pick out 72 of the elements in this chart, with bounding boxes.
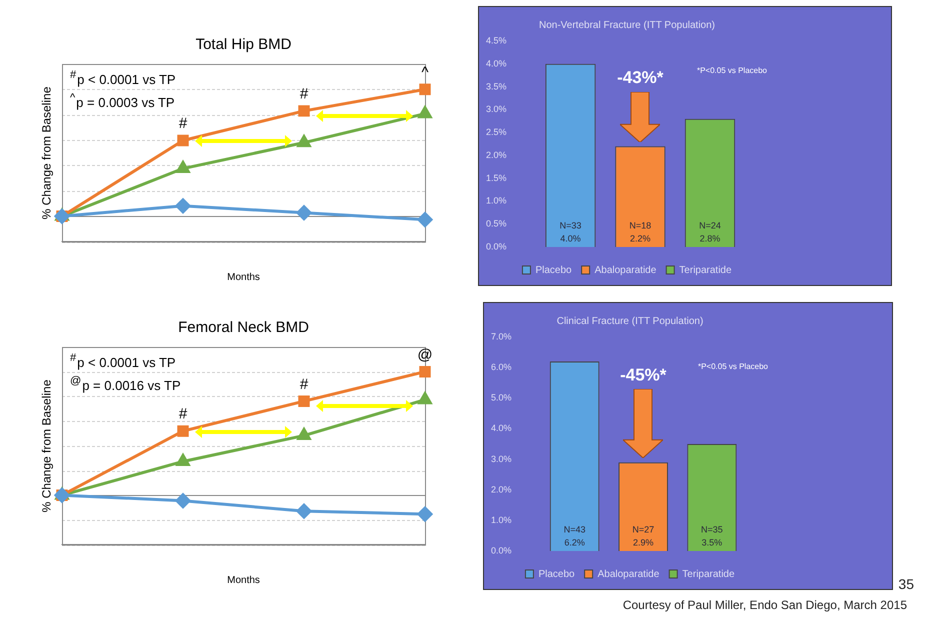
data-label: N=43 6.2% [564,524,586,548]
annotation: @ [417,346,433,364]
y-tick-label: 4.5% [486,35,507,46]
point [418,106,432,118]
point [177,425,189,437]
y-tick-label: 3.0% [486,104,507,114]
y-tick-label: 1.0% [486,196,507,206]
y-tick-label: 5.0% [491,392,512,403]
legend-label: Placebo [535,264,572,276]
y-tick-label: 0.0% [486,241,507,252]
annotation: ^p = 0.0003 vs TP [70,92,175,110]
annotation: -43%* [617,68,664,88]
y-tick-label: 1.0% [491,514,512,525]
point [297,428,311,440]
annotation: # [300,376,309,393]
chart-title: Clinical Fracture (ITT Population) [556,316,704,327]
legend-label: Placebo [538,568,576,580]
y-tick-label: 2.0% [491,484,512,494]
point [298,395,310,407]
annotation: @p = 0.0016 vs TP [70,375,181,393]
annotation: *P<0.05 vs Placebo [696,66,768,76]
annotation: ^ [421,64,429,82]
y-tick-label: 0.0% [491,545,512,556]
annotation: # [300,86,309,103]
point [176,161,190,174]
y-tick-label: 3.0% [491,454,512,464]
annotation: # [178,115,188,132]
annotation: *P<0.05 vs Placebo [698,362,769,372]
point [176,493,190,508]
y-tick-label: 4.0% [491,423,512,434]
text: Courtesy of Paul Miller, Endo San Diego, March 2015 [622,598,907,612]
point [418,212,432,228]
text: #p < 0.0001 vs TP [70,69,176,87]
y-tick-label: 2.0% [486,150,507,160]
y-tick-label: 3.5% [486,81,507,92]
point [296,504,312,519]
point [177,134,189,146]
y-tick-label: 4.0% [486,58,507,68]
data-label: N=27 2.9% [632,524,654,548]
data-label: N=33 4.0% [560,220,582,244]
point [298,105,310,117]
text: 35 [898,576,914,592]
y-tick-label: 7.0% [491,331,512,342]
x-axis-title: Months [227,272,260,283]
point [419,84,431,96]
x-axis-title: Months [227,574,260,586]
y-tick-label: 0.5% [486,218,507,229]
y-axis-title: % Change from Baseline [40,86,54,220]
chart-title: Femoral Neck BMD [178,319,310,336]
data-label: N=18 2.2% [629,220,652,244]
point [418,506,432,522]
point [419,366,431,378]
legend-label: Abaloparatide [594,264,657,276]
point [296,205,312,220]
legend-label: Teriparatide [682,568,735,580]
y-tick-label: 1.5% [486,172,507,183]
y-tick-label: 2.5% [486,127,507,138]
y-axis-title: % Change from Baseline [40,379,54,512]
annotation: # [178,406,188,423]
point [418,392,432,404]
annotation: -45%* [620,366,667,385]
chart-title: Non-Vertebral Fracture (ITT Population) [538,20,716,31]
point [297,135,311,148]
text: #p < 0.0001 vs TP [70,352,176,370]
point [176,454,190,466]
legend-label: Teriparatide [679,264,732,276]
legend-label: Abaloparatide [598,568,660,580]
data-label: N=24 2.8% [699,220,721,244]
data-label: N=35 3.5% [701,524,723,548]
chart-title: Total Hip BMD [196,36,292,54]
point [176,198,190,214]
y-tick-label: 6.0% [491,362,512,372]
